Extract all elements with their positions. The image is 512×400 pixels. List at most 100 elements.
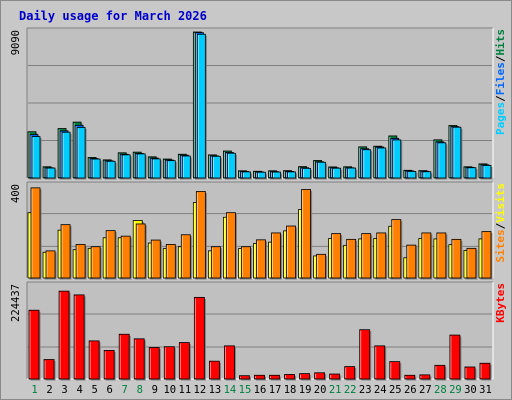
y-max-label-sites-visits: 400 [10,184,22,203]
bar-body [406,244,417,279]
bar-pages-day-6 [106,160,117,180]
bar-body [361,233,372,279]
bar-body [302,167,311,179]
bar-pages-day-28 [437,142,448,180]
bar-sites-day-30 [466,247,478,280]
x-tick-label-day-10: 10 [163,384,176,396]
bar-sites-day-16 [256,239,267,280]
bar-body [150,239,161,279]
bar-sites-day-25 [391,219,403,280]
bar-kbytes-day-27 [419,374,432,381]
bar-body [332,167,342,179]
x-tick-label-day-26: 26 [404,384,417,396]
x-tick-label-day-2: 2 [46,384,52,396]
bar-sites-day-13 [210,246,222,280]
bar-body [466,247,477,279]
bar-sites-day-10 [165,244,177,280]
bar-kbytes-day-15 [239,375,251,381]
bar-body [437,142,447,179]
bar-sites-day-1 [30,187,42,280]
bar-pages-day-9 [151,158,162,180]
bar-body [464,366,476,380]
bar-body [135,223,146,279]
bar-body [436,232,447,279]
x-tick-label-day-13: 13 [209,384,222,396]
bar-pages-day-5 [91,158,102,180]
bar-pages-day-24 [377,147,388,180]
bar-body [148,347,160,380]
bar-body [419,374,431,380]
bar-body [105,230,116,279]
bar-sites-day-28 [436,232,448,280]
bar-body [257,171,266,179]
bar-sites-day-29 [451,238,463,280]
bar-pages-day-30 [467,167,478,180]
bar-body [286,225,296,279]
bar-sites-day-11 [180,234,192,280]
bar-body [120,235,131,279]
legend-separator: / [494,55,507,62]
bar-kbytes-day-6 [103,350,116,381]
bar-body [239,375,250,380]
bar-pages-day-26 [407,171,418,180]
bar-body [392,139,402,179]
bar-sites-day-31 [481,231,493,280]
bar-body [284,374,295,380]
bar-sites-day-20 [316,253,328,280]
bar-pages-day-27 [422,171,433,180]
bar-kbytes-day-19 [299,373,312,381]
bar-body [346,238,357,279]
bar-body [45,250,56,279]
bar-pages-day-21 [332,167,343,180]
bar-body [28,309,40,380]
bar-body [389,361,401,380]
x-tick-label-day-30: 30 [464,384,477,396]
bar-kbytes-day-3 [58,290,71,381]
bar-body [91,158,101,179]
bar-sites-day-15 [241,246,252,280]
bar-body [166,160,176,179]
legend-sites-visits: Sites/Visits [494,183,507,263]
bar-body [347,167,357,179]
bar-body [301,189,311,279]
bar-kbytes-day-21 [329,373,342,381]
bar-kbytes-day-1 [28,309,41,381]
x-tick-label-day-1: 1 [31,384,37,396]
x-tick-label-day-27: 27 [419,384,432,396]
x-tick-label-day-11: 11 [179,384,192,396]
bar-body [314,372,326,380]
bar-body [118,333,130,380]
bar-body [254,374,265,380]
bar-pages-day-1 [31,136,42,180]
legend-kbytes: KBytes [494,283,507,323]
bar-sites-day-2 [45,250,57,280]
bar-kbytes-day-25 [389,361,402,381]
bar-body [362,149,372,179]
bar-pages-day-11 [181,155,192,180]
bar-body [404,374,416,380]
bar-sites-day-14 [226,212,237,280]
y-max-label-hits-files-pages: 9090 [10,30,22,55]
bar-pages-day-17 [272,171,283,180]
bar-body [76,127,86,179]
chart-title: Daily usage for March 2026 [19,9,207,23]
bar-body [241,246,251,279]
bar-body [208,360,220,380]
bar-kbytes-day-20 [314,372,327,381]
bar-body [226,212,236,279]
bar-sites-day-8 [135,223,147,280]
bar-body [451,238,462,279]
bar-kbytes-day-28 [434,364,447,381]
bar-sites-day-5 [90,246,102,280]
bar-body [106,160,116,179]
bar-body [452,126,462,179]
bar-kbytes-day-24 [374,345,387,381]
bar-kbytes-day-29 [449,334,462,381]
bar-pages-day-12 [196,33,207,180]
bar-body [227,152,236,179]
x-tick-label-day-4: 4 [76,384,82,396]
bar-pages-day-29 [452,126,463,180]
bar-body [331,233,342,279]
bar-kbytes-day-9 [148,347,161,381]
